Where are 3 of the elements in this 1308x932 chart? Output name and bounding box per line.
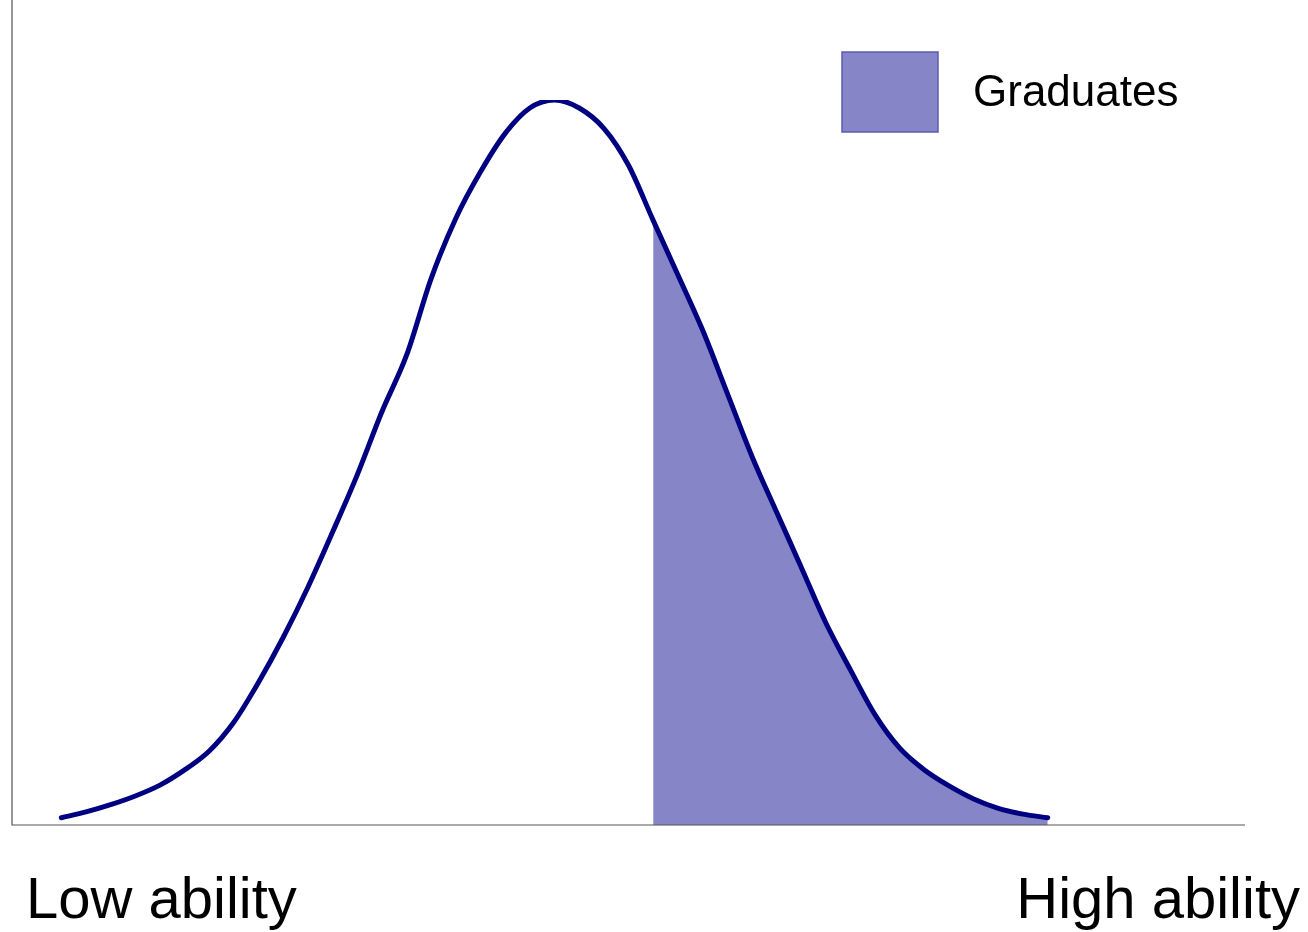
text: High ability bbox=[1016, 865, 1300, 930]
legend-label: Graduates bbox=[973, 66, 1179, 116]
text: Low ability bbox=[26, 865, 297, 930]
